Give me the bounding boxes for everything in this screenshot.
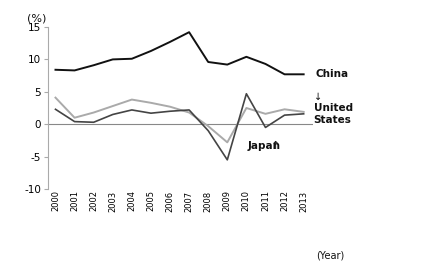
Text: United
States: United States	[313, 103, 352, 125]
Text: China: China	[314, 69, 348, 79]
Text: (Year): (Year)	[315, 251, 343, 261]
Text: (%): (%)	[26, 14, 46, 24]
Text: Japan: Japan	[247, 141, 279, 151]
Text: ↓: ↓	[313, 92, 321, 102]
Text: ↑: ↑	[270, 141, 280, 151]
